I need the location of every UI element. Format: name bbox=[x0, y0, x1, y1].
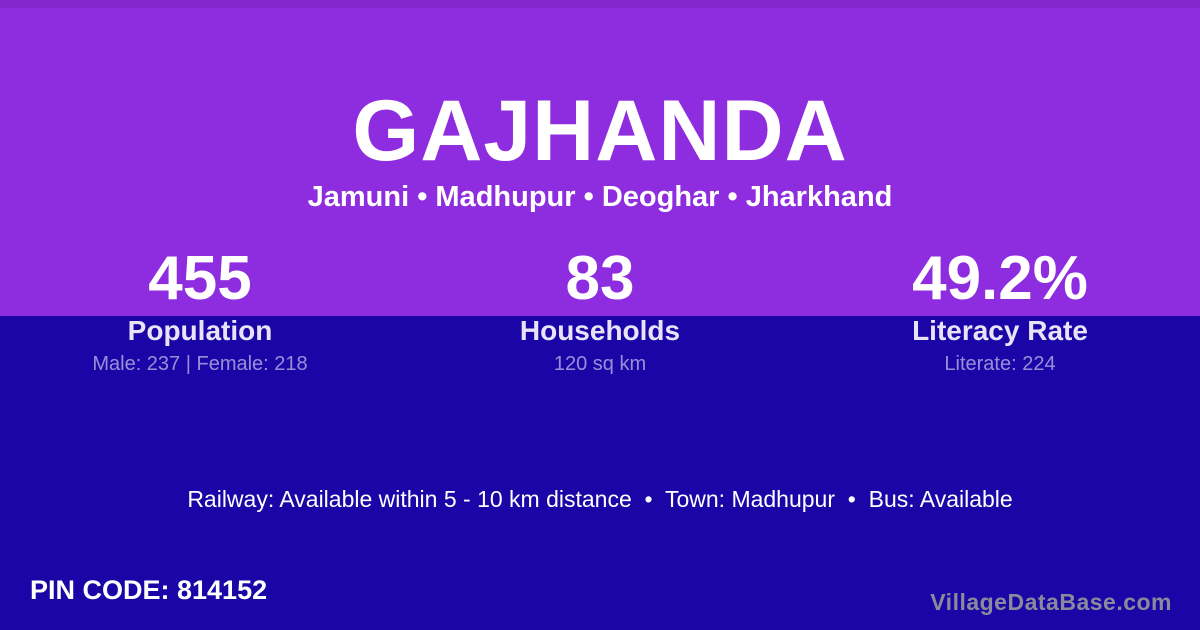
literacy-rate-value: 49.2% bbox=[912, 244, 1088, 313]
population-detail: Male: 237 | Female: 218 bbox=[92, 353, 308, 375]
households-value: 83 bbox=[565, 244, 635, 313]
location-breadcrumb: Jamuni • Madhupur • Deoghar • Jharkhand bbox=[307, 181, 893, 213]
header-section: GAJHANDA Jamuni • Madhupur • Deoghar • J… bbox=[0, 0, 1200, 316]
households-label: Households bbox=[519, 315, 681, 346]
population-label: Population bbox=[127, 315, 273, 346]
pin-code-label: PIN CODE: 814152 bbox=[30, 575, 268, 605]
village-name-title: GAJHANDA bbox=[352, 83, 848, 179]
households-detail: 120 sq km bbox=[553, 353, 647, 375]
amenities-summary: Railway: Available within 5 - 10 km dist… bbox=[187, 486, 1013, 512]
stat-population: 455 Population Male: 237 | Female: 218 bbox=[0, 246, 400, 376]
top-accent-strip bbox=[0, 0, 1200, 8]
literacy-rate-label: Literacy Rate bbox=[912, 315, 1088, 346]
literacy-rate-detail: Literate: 224 bbox=[944, 353, 1056, 375]
population-value: 455 bbox=[148, 244, 252, 313]
stats-row: 455 Population Male: 237 | Female: 218 8… bbox=[0, 246, 1200, 376]
stat-literacy-rate: 49.2% Literacy Rate Literate: 224 bbox=[800, 246, 1200, 376]
watermark-site-name: VillageDataBase.com bbox=[930, 589, 1172, 615]
stat-households: 83 Households 120 sq km bbox=[400, 246, 800, 376]
